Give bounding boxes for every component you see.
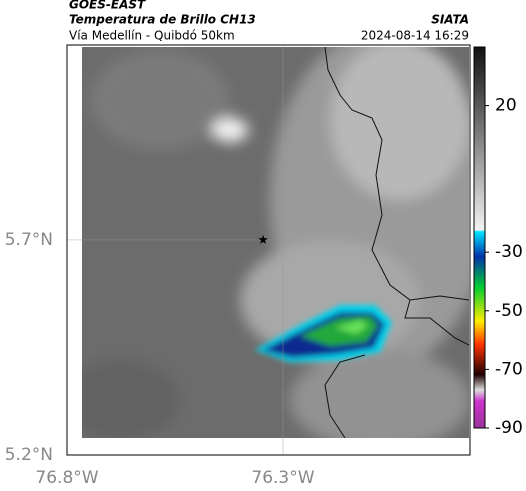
colorbar (473, 46, 486, 429)
header: GOES-EAST Temperatura de Brillo CH13 SIA… (69, 0, 469, 43)
colorbar-tick-label: -50 (495, 301, 523, 321)
datetime: 2024-08-14 16:29 (361, 29, 469, 43)
y-tick-label: 5.2°N (5, 445, 53, 465)
title: GOES-EAST (69, 0, 146, 12)
colorbar-tick-label: 20 (495, 96, 517, 116)
y-tick-label: 5.7°N (5, 230, 53, 250)
imagery (82, 47, 469, 438)
source: SIATA (431, 13, 469, 27)
colorbar-tick-label: -30 (495, 242, 523, 262)
x-tick-label: 76.8°W (35, 468, 98, 488)
map-frame (66, 44, 471, 456)
colorbar-tick-label: -90 (495, 418, 523, 438)
subtitle: Temperatura de Brillo CH13 (69, 13, 256, 27)
colorbar-tick-label: -70 (495, 359, 523, 379)
station-marker (258, 234, 268, 244)
region: Vía Medellín - Quibdó 50km (69, 29, 235, 43)
x-tick-label: 76.3°W (251, 468, 314, 488)
